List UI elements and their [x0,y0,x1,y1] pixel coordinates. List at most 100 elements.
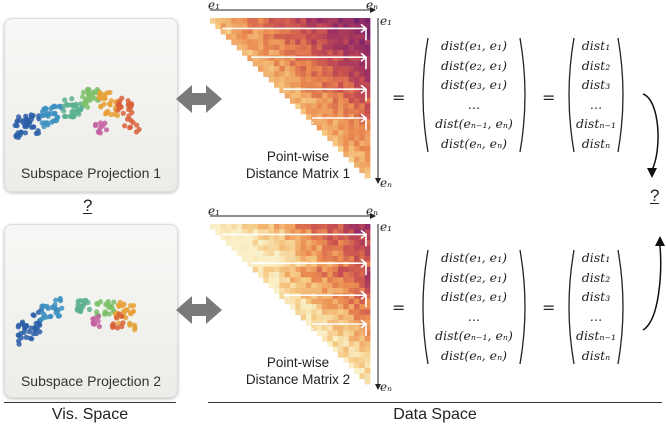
scatter-point [30,331,37,337]
scatter-point [86,87,92,93]
scatter-point [107,89,113,95]
projection-panel-1: Subspace Projection 1 [4,18,178,192]
scatter-point [133,129,140,135]
scatter-point [69,96,75,102]
scatter-point [127,320,133,326]
matrix1-label: Point-wise Distance Matrix 1 [228,148,368,182]
equals-sign-2b: = [542,298,556,317]
matrix2-right-axis-start: e₁ [380,220,392,234]
scatter-point [102,309,108,315]
scatter-point [23,113,29,119]
right-axis-arrow-icon [375,384,381,390]
scatter-point [28,325,34,331]
scatter-point [96,323,102,330]
vector-entry: dist₂ [581,57,611,73]
vector-entry: distₙ₋₁ [575,328,617,343]
vector-entry: dist₁ [581,38,611,53]
scatter-point [84,104,91,110]
scatter-point [30,113,36,119]
scatter-point [112,111,118,117]
distance-vector-1: dist(e₁, e₁) dist(e₂, e₁) dist(e₃, e₁) … dis… [420,36,528,153]
scatter-point [121,301,127,307]
dist-vector-2: dist₁ dist₂ dist₃ … distₙ₋₁ distₙ [566,248,626,365]
scatter-point [35,128,41,134]
matrix2-label-line2: Distance Matrix 2 [245,372,351,387]
ellipsis-marker: … [303,319,315,333]
matrix1-label-line2: Distance Matrix 1 [245,166,351,181]
question-mark: ? [83,196,93,215]
scatter-point [39,120,45,126]
top-axis-arrow-icon [370,213,376,219]
vector-entry: dist₂ [581,269,611,285]
scatter-point [27,119,33,125]
scatter-point [75,298,81,304]
scatter-point [80,89,87,95]
scatter-point [36,116,42,122]
scatter-point [53,297,59,303]
scatter-point [49,111,56,117]
scatter-point [85,299,91,306]
vector-entry: dist₃ [581,77,611,92]
projection-panel-2: Subspace Projection 2 [4,224,178,398]
scatter-point [92,123,98,129]
scatter-point [128,103,134,109]
scatter-point [103,127,110,133]
scatter-point [18,330,24,336]
matrix1-right-axis-start: e₁ [380,14,392,28]
scatter-point [54,306,60,313]
row-arrows [222,23,368,130]
scatter-point [127,125,133,131]
eqB-brackets [568,37,624,153]
scatter-point [117,98,123,104]
vector-entry: dist(eₙ, eₙ) [440,347,508,363]
scatter-point [32,326,38,333]
vector-entry: … [467,308,481,324]
heatmap-cells [210,18,371,179]
scatter-point [38,317,44,323]
scatter-point [48,106,54,112]
scatter-point [117,299,123,305]
scatter-point [44,303,50,309]
scatter-point [128,310,134,316]
vector-entry: dist(e₁, e₁) [441,38,507,53]
similarity-question-left: ? [83,196,93,215]
scatter-point [23,121,29,127]
vis-space-label: Vis. Space [51,406,129,423]
scatter-point [100,123,106,129]
scatter-point [121,309,128,315]
scatter-point [85,91,91,97]
scatter-point [12,122,18,128]
scatter-point [98,103,104,109]
vector-entry: dist(e₁, e₁) [441,250,507,265]
vector-entry: distₙ [581,135,611,151]
scatter-point [119,313,125,319]
vector-entry: distₙ₋₁ [575,116,617,131]
similarity-question-right: ? [650,186,660,205]
vis-space-divider [4,402,176,403]
double-arrow-icon-bottom [176,296,222,324]
scatter-point [95,301,101,307]
matrix1-right-axis-end: eₙ [380,176,392,190]
scatter-point [35,309,42,315]
vector-entry: dist(e₂, e₁) [441,269,507,285]
scatter-point [120,110,126,116]
scatter-point [100,93,107,99]
scatter-point [61,103,67,109]
scatter-point [107,304,113,310]
scatter-point [78,308,84,315]
scatter-point [70,103,76,109]
vector-entry: distₙ [581,347,611,363]
scatter-point [83,99,89,105]
scatter-point [87,97,93,103]
matrix2-label: Point-wise Distance Matrix 2 [228,354,368,388]
scatter-point [95,318,101,324]
equals-sign-1a: = [392,88,406,107]
scatter-point [62,113,68,120]
scatter-point [51,118,57,124]
matrix1-label-line1: Point-wise [266,149,330,164]
scatter-point [95,314,102,320]
vector-entry: dist₁ [581,250,611,265]
vector-entry: dist(e₃, e₁) [441,289,507,304]
